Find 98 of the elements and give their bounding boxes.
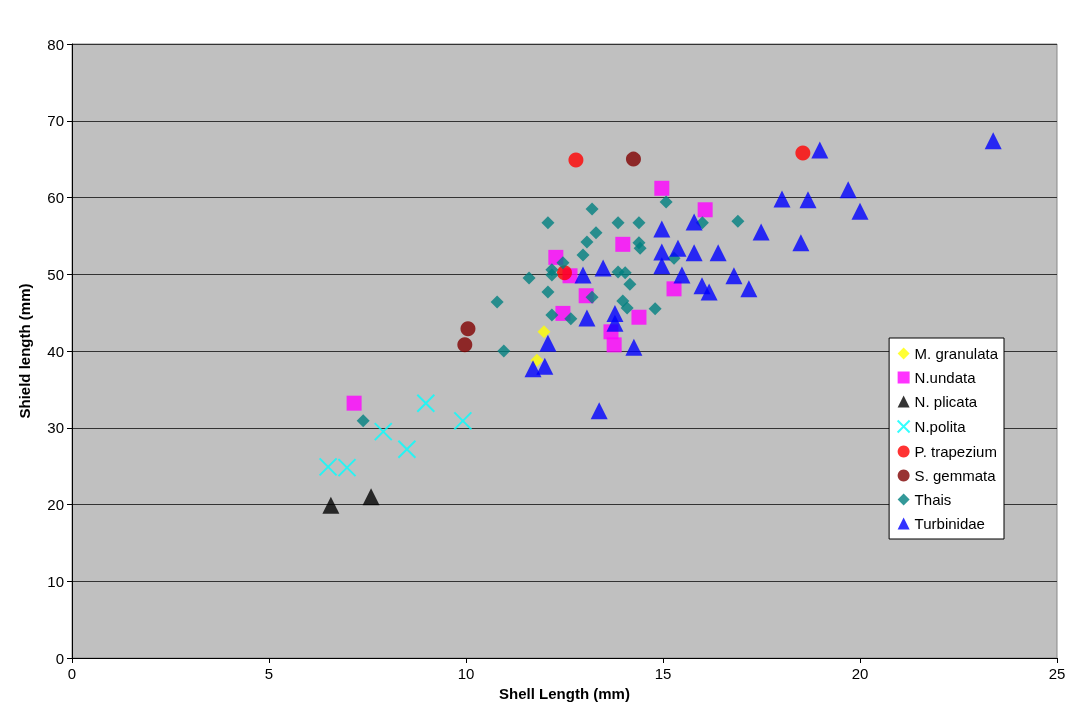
legend-label: Thais <box>914 491 952 508</box>
x-tick-label: 0 <box>67 665 77 682</box>
point <box>606 314 624 332</box>
x-tick-label: 5 <box>264 665 274 682</box>
point <box>539 334 557 352</box>
point <box>700 283 718 301</box>
point <box>460 321 476 337</box>
point <box>541 285 555 299</box>
point <box>839 181 857 199</box>
point <box>697 202 713 218</box>
point <box>984 132 1002 150</box>
point <box>541 216 555 230</box>
point <box>611 216 625 230</box>
legend-label: P. trapezium <box>914 443 997 460</box>
y-axis-title: Shield length (mm) <box>16 283 33 419</box>
point <box>685 244 703 262</box>
y-tick-label: 10 <box>47 572 64 590</box>
point <box>709 244 727 262</box>
point <box>497 344 511 358</box>
x-tick-label: 15 <box>654 665 672 682</box>
legend-label: S. gemmata <box>914 467 997 484</box>
point <box>632 216 646 230</box>
x-tick-label: 20 <box>851 665 869 682</box>
point <box>490 295 504 309</box>
x-tick-label: 10 <box>457 665 475 682</box>
point <box>620 301 634 315</box>
point <box>545 268 559 282</box>
point <box>568 152 584 168</box>
point <box>337 458 357 478</box>
y-tick-label: 20 <box>47 496 64 513</box>
point <box>522 271 536 285</box>
point <box>580 235 594 249</box>
y-tick-label: 60 <box>47 189 64 206</box>
point <box>453 411 473 431</box>
point <box>673 266 691 284</box>
point <box>653 243 671 261</box>
y-tick-label: 70 <box>47 112 64 130</box>
x-tick-label: 25 <box>1048 665 1066 682</box>
point <box>654 180 670 196</box>
point <box>564 312 578 326</box>
y-tick-label: 40 <box>47 342 64 360</box>
point <box>524 360 542 378</box>
point <box>623 277 637 291</box>
point <box>811 141 829 159</box>
point <box>795 145 811 161</box>
point <box>653 220 671 238</box>
point <box>773 190 791 208</box>
point <box>731 214 745 228</box>
y-tick-label: 80 <box>47 35 64 53</box>
point <box>318 457 338 477</box>
point <box>556 256 570 270</box>
point <box>373 422 393 442</box>
point <box>669 239 687 257</box>
point <box>356 414 370 428</box>
point <box>322 496 340 514</box>
legend-label: M. granulata <box>914 345 999 362</box>
point <box>589 226 603 240</box>
point <box>648 302 662 316</box>
y-tick-label: 0 <box>55 649 64 667</box>
y-tick-label: 30 <box>47 419 64 437</box>
legend-label: N. plicata <box>914 393 978 410</box>
point <box>576 248 590 262</box>
point <box>537 325 551 339</box>
point <box>594 259 612 277</box>
point <box>625 338 643 356</box>
point <box>792 234 810 252</box>
point <box>725 267 743 285</box>
point <box>752 223 770 241</box>
y-tick-label: 50 <box>47 265 64 283</box>
point <box>606 337 622 353</box>
point <box>545 308 559 322</box>
point <box>574 266 592 284</box>
point <box>530 353 544 367</box>
point <box>625 151 641 167</box>
legend-label: N.undata <box>914 369 977 386</box>
point <box>346 395 362 411</box>
point <box>653 257 671 275</box>
point <box>585 202 599 216</box>
point <box>685 213 703 231</box>
point <box>585 290 599 304</box>
point <box>851 202 869 220</box>
point <box>397 439 417 459</box>
point <box>416 393 436 413</box>
point <box>536 357 554 375</box>
legend-label: Turbinidae <box>914 515 985 532</box>
point <box>457 337 473 353</box>
point <box>633 241 647 255</box>
legend-label: N.polita <box>914 418 967 435</box>
point <box>362 488 380 506</box>
point <box>615 236 631 252</box>
point <box>659 195 673 209</box>
point <box>799 191 817 209</box>
x-axis-title: Shell Length (mm) <box>499 684 630 702</box>
point <box>578 309 596 327</box>
point <box>618 266 632 280</box>
point <box>590 402 608 420</box>
point <box>740 280 758 298</box>
point <box>631 309 647 325</box>
